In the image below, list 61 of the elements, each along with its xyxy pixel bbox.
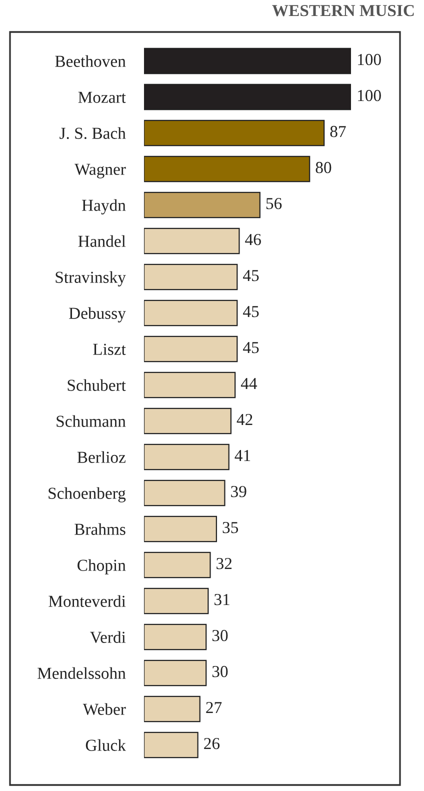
bar bbox=[144, 300, 238, 326]
y-tick-label: Beethoven bbox=[55, 55, 126, 67]
data-label: 30 bbox=[212, 630, 228, 642]
bar bbox=[144, 660, 207, 686]
y-tick-label: J. S. Bach bbox=[60, 127, 126, 140]
y-tick-label: Mendelssohn bbox=[38, 667, 126, 679]
bar bbox=[144, 624, 207, 650]
bar bbox=[144, 372, 236, 398]
bar bbox=[144, 588, 209, 614]
y-tick-label: Brahms bbox=[74, 523, 126, 535]
bar bbox=[144, 48, 351, 74]
y-tick-label: Weber bbox=[82, 703, 126, 716]
bar bbox=[144, 516, 218, 542]
data-label: 35 bbox=[222, 522, 238, 534]
data-label: 56 bbox=[266, 198, 282, 210]
bar bbox=[144, 228, 240, 254]
data-label: 45 bbox=[243, 270, 259, 282]
y-tick-label: Debussy bbox=[69, 307, 126, 322]
y-tick-label: Chopin bbox=[78, 559, 126, 574]
bar bbox=[144, 696, 200, 722]
bar bbox=[144, 336, 238, 362]
chart-title: WESTERN MUSIC bbox=[272, 4, 414, 16]
bar bbox=[144, 408, 232, 434]
y-tick-label: Schubert bbox=[68, 379, 126, 391]
data-label: 32 bbox=[216, 558, 232, 570]
data-label: 41 bbox=[234, 450, 250, 462]
data-label: 39 bbox=[231, 486, 246, 498]
data-label: 100 bbox=[358, 54, 381, 66]
y-tick-label: Handel bbox=[78, 235, 126, 247]
bar bbox=[144, 84, 351, 110]
data-label: 30 bbox=[212, 666, 228, 678]
data-label: 80 bbox=[316, 162, 332, 174]
data-label: 45 bbox=[243, 342, 259, 354]
y-tick-label: Verdi bbox=[90, 631, 126, 644]
data-label: 27 bbox=[206, 702, 222, 714]
bar bbox=[144, 732, 198, 758]
y-tick-label: Haydn bbox=[82, 199, 126, 214]
bar bbox=[144, 480, 226, 506]
data-label: 42 bbox=[236, 414, 252, 426]
data-label: 44 bbox=[240, 378, 258, 390]
bar bbox=[144, 192, 260, 218]
y-tick-label: Gluck bbox=[86, 739, 126, 751]
data-label: 26 bbox=[204, 738, 220, 750]
bar bbox=[144, 444, 230, 470]
y-tick-label: Schumann bbox=[56, 415, 126, 427]
y-tick-label: Schoenberg bbox=[48, 487, 126, 502]
y-tick-label: Wagner bbox=[74, 164, 126, 178]
bar bbox=[144, 120, 325, 146]
y-tick-label: Berlioz bbox=[77, 451, 126, 463]
bar bbox=[144, 552, 211, 578]
data-label: 31 bbox=[214, 594, 230, 606]
data-label: 87 bbox=[330, 126, 346, 138]
y-tick-label: Liszt bbox=[93, 344, 126, 355]
bar bbox=[144, 156, 310, 182]
data-label: 100 bbox=[358, 90, 381, 102]
bar bbox=[144, 264, 238, 290]
y-tick-label: Monteverdi bbox=[48, 595, 126, 607]
data-label: 46 bbox=[245, 234, 261, 246]
data-label: 45 bbox=[243, 306, 259, 318]
y-tick-label: Mozart bbox=[78, 92, 126, 103]
y-tick-label: Stravinsky bbox=[56, 271, 126, 286]
